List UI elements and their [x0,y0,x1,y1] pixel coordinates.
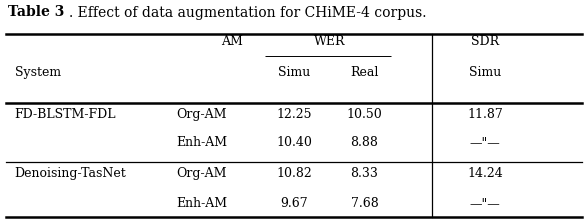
Text: Enh-AM: Enh-AM [176,136,228,149]
Text: Org-AM: Org-AM [176,167,227,180]
Text: SDR: SDR [471,35,499,48]
Text: Org-AM: Org-AM [176,108,227,121]
Text: 8.88: 8.88 [350,136,379,149]
Text: Table 3. Effect of data augmentation for CHiME-4 corpus.: Table 3. Effect of data augmentation for… [8,6,416,20]
Text: Simu: Simu [469,66,501,79]
Text: Enh-AM: Enh-AM [176,197,228,210]
Text: 8.33: 8.33 [350,167,379,180]
Text: . Effect of data augmentation for CHiME-4 corpus.: . Effect of data augmentation for CHiME-… [69,6,427,20]
Text: 10.40: 10.40 [276,136,312,149]
Text: —"—: —"— [470,197,500,210]
Text: AM: AM [221,35,243,48]
Text: FD-BLSTM-FDL: FD-BLSTM-FDL [15,108,116,121]
Text: Simu: Simu [278,66,310,79]
Text: WER: WER [313,35,345,48]
Text: 11.87: 11.87 [467,108,503,121]
Text: 10.50: 10.50 [347,108,382,121]
Text: —"—: —"— [470,136,500,149]
Text: 9.67: 9.67 [280,197,308,210]
Text: System: System [15,66,61,79]
Text: 7.68: 7.68 [350,197,379,210]
Text: 12.25: 12.25 [276,108,312,121]
Text: 10.82: 10.82 [276,167,312,180]
Text: 14.24: 14.24 [467,167,503,180]
Text: Real: Real [350,66,379,79]
Text: Table 3: Table 3 [8,6,64,20]
Text: Denoising-TasNet: Denoising-TasNet [15,167,126,180]
